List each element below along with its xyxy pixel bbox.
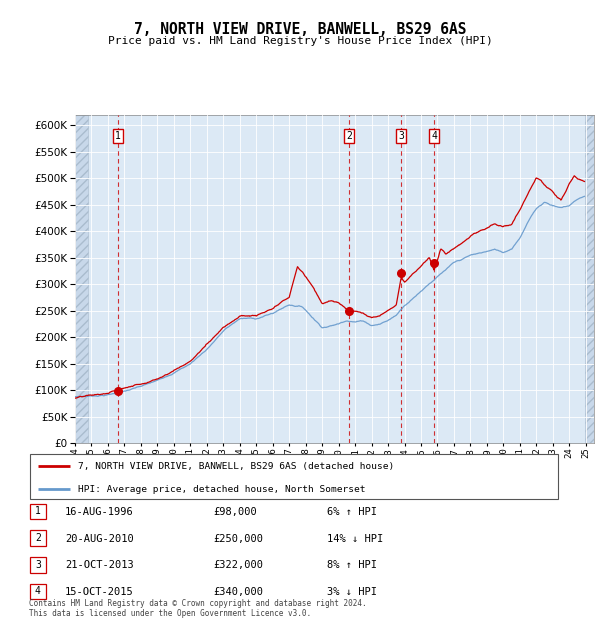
Text: 6% ↑ HPI: 6% ↑ HPI <box>327 507 377 517</box>
FancyBboxPatch shape <box>30 503 46 520</box>
Text: 7, NORTH VIEW DRIVE, BANWELL, BS29 6AS: 7, NORTH VIEW DRIVE, BANWELL, BS29 6AS <box>134 22 466 37</box>
Text: £250,000: £250,000 <box>213 534 263 544</box>
Polygon shape <box>75 115 88 443</box>
FancyBboxPatch shape <box>30 454 558 499</box>
Text: 2: 2 <box>346 131 352 141</box>
Text: 20-AUG-2010: 20-AUG-2010 <box>65 534 134 544</box>
Text: 14% ↓ HPI: 14% ↓ HPI <box>327 534 383 544</box>
Text: £98,000: £98,000 <box>213 507 257 517</box>
Text: Price paid vs. HM Land Registry's House Price Index (HPI): Price paid vs. HM Land Registry's House … <box>107 36 493 46</box>
FancyBboxPatch shape <box>30 583 46 600</box>
Text: 15-OCT-2015: 15-OCT-2015 <box>65 587 134 597</box>
Text: 1: 1 <box>35 507 41 516</box>
Text: £340,000: £340,000 <box>213 587 263 597</box>
Text: 21-OCT-2013: 21-OCT-2013 <box>65 560 134 570</box>
Text: Contains HM Land Registry data © Crown copyright and database right 2024.
This d: Contains HM Land Registry data © Crown c… <box>29 599 367 618</box>
Text: 16-AUG-1996: 16-AUG-1996 <box>65 507 134 517</box>
Polygon shape <box>585 115 594 443</box>
Text: £322,000: £322,000 <box>213 560 263 570</box>
Text: 3: 3 <box>35 560 41 570</box>
Text: 3% ↓ HPI: 3% ↓ HPI <box>327 587 377 597</box>
Text: 4: 4 <box>431 131 437 141</box>
Text: 7, NORTH VIEW DRIVE, BANWELL, BS29 6AS (detached house): 7, NORTH VIEW DRIVE, BANWELL, BS29 6AS (… <box>77 461 394 471</box>
Text: 8% ↑ HPI: 8% ↑ HPI <box>327 560 377 570</box>
FancyBboxPatch shape <box>30 557 46 573</box>
FancyBboxPatch shape <box>30 530 46 546</box>
Text: HPI: Average price, detached house, North Somerset: HPI: Average price, detached house, Nort… <box>77 485 365 494</box>
Text: 1: 1 <box>115 131 121 141</box>
Text: 3: 3 <box>398 131 404 141</box>
Text: 2: 2 <box>35 533 41 543</box>
Text: 4: 4 <box>35 587 41 596</box>
